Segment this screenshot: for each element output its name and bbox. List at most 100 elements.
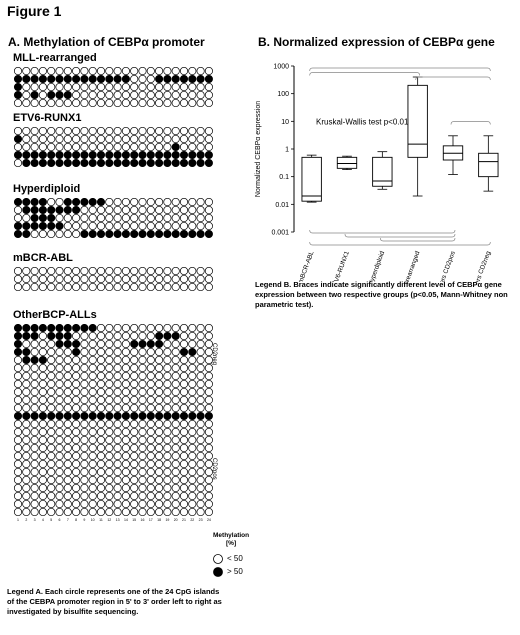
- cpg-circle: [72, 221, 81, 231]
- cpg-circle: [130, 355, 139, 365]
- cpg-circle: [188, 467, 197, 477]
- cpg-circle: [22, 499, 31, 509]
- cpg-circle: [13, 435, 23, 445]
- cpg-circle: [105, 324, 114, 333]
- cpg-position-number: 5: [50, 518, 52, 522]
- cpg-circle: [138, 435, 147, 445]
- cpg-circle: [179, 427, 189, 437]
- cpg-circle: [179, 142, 189, 152]
- cpg-circle: [72, 499, 81, 509]
- cpg-circle: [80, 427, 89, 437]
- cpg-circle: [146, 150, 155, 160]
- cpg-circle: [113, 363, 122, 373]
- cpg-circle: [96, 134, 106, 144]
- cpg-circle: [155, 198, 164, 207]
- cpg-circle: [121, 274, 130, 284]
- cpg-circle: [96, 387, 106, 397]
- cpg-circle: [130, 475, 139, 485]
- cpg-circle: [55, 127, 64, 136]
- cpg-circle: [96, 467, 106, 477]
- cpg-circle: [121, 127, 130, 136]
- cpg-circle: [204, 127, 213, 136]
- cpg-circle: [63, 331, 72, 341]
- cpg-circle: [30, 90, 39, 100]
- cpg-circle: [204, 507, 213, 517]
- cpg-circle: [72, 339, 81, 349]
- cpg-circle: [80, 347, 89, 357]
- y-tick-label: 10: [281, 119, 289, 126]
- cpg-circle: [30, 371, 39, 381]
- cpg-circle: [63, 379, 72, 389]
- cpg-circle: [13, 282, 23, 292]
- cpg-circle: [130, 331, 139, 341]
- cpg-circle: [80, 198, 89, 207]
- group-label: MLL-rearranged: [13, 52, 97, 64]
- cpg-circle: [13, 483, 23, 493]
- group-label: OtherBCP-ALLs: [13, 309, 97, 321]
- cpg-circle: [38, 74, 47, 84]
- cpg-circle: [88, 158, 97, 168]
- legend-b-text: Legend B. Braces indicate significantly …: [255, 280, 508, 310]
- cpg-circle: [204, 395, 213, 405]
- cpg-circle: [196, 435, 205, 445]
- cpg-circle: [47, 229, 56, 239]
- cpg-circle: [130, 158, 139, 168]
- cpg-circle: [22, 419, 31, 429]
- cpg-circle: [179, 229, 189, 239]
- cpg-circle: [138, 491, 147, 501]
- cpg-circle: [130, 134, 139, 144]
- cpg-circle: [47, 221, 56, 231]
- cpg-circle: [188, 221, 197, 231]
- cpg-circle: [113, 158, 122, 168]
- cpg-circle: [163, 205, 172, 215]
- cpg-circle: [30, 403, 39, 413]
- cpg-circle: [38, 467, 47, 477]
- cpg-circle: [22, 379, 31, 389]
- cpg-circle: [72, 363, 81, 373]
- cpg-circle: [130, 459, 139, 469]
- cpg-circle: [121, 324, 130, 333]
- cpg-circle: [96, 355, 106, 365]
- cpg-circle: [130, 499, 139, 509]
- cpg-circle: [38, 158, 47, 168]
- cpg-circle: [88, 355, 97, 365]
- cpg-circle: [171, 82, 180, 92]
- cpg-circle: [146, 198, 155, 207]
- cpg-circle: [88, 467, 97, 477]
- cpg-circle: [188, 82, 197, 92]
- cpg-circle: [204, 499, 213, 509]
- cpg-circle: [72, 435, 81, 445]
- cpg-circle: [204, 150, 213, 160]
- cpg-circle: [13, 451, 23, 461]
- cpg-circle: [204, 467, 213, 477]
- cpg-circle: [146, 427, 155, 437]
- cpg-circle: [113, 403, 122, 413]
- cpg-circle: [179, 347, 189, 357]
- cpg-circle: [204, 82, 213, 92]
- cpg-circle: [188, 331, 197, 341]
- cpg-circle: [196, 158, 205, 168]
- cpg-circle: [163, 379, 172, 389]
- cpg-position-number: 1: [17, 518, 19, 522]
- cpg-position-number: 14: [124, 518, 128, 522]
- cpg-circle: [113, 355, 122, 365]
- cpg-circle: [130, 90, 139, 100]
- cpg-circle: [47, 475, 56, 485]
- cpg-circle: [22, 491, 31, 501]
- cpg-circle: [88, 82, 97, 92]
- cpg-circle: [163, 459, 172, 469]
- cpg-circle: [13, 331, 23, 341]
- cpg-circle: [13, 427, 23, 437]
- cpg-circle: [13, 98, 23, 108]
- cpg-circle: [96, 379, 106, 389]
- cpg-circle: [204, 274, 213, 284]
- cpg-circle: [155, 347, 164, 357]
- cpg-circle: [171, 475, 180, 485]
- cpg-circle: [113, 483, 122, 493]
- cpg-circle: [96, 371, 106, 381]
- cpg-circle: [196, 371, 205, 381]
- y-tick-label: 0.1: [279, 174, 289, 181]
- cpg-circle: [47, 459, 56, 469]
- cpg-circle: [80, 90, 89, 100]
- cpg-circle: [146, 403, 155, 413]
